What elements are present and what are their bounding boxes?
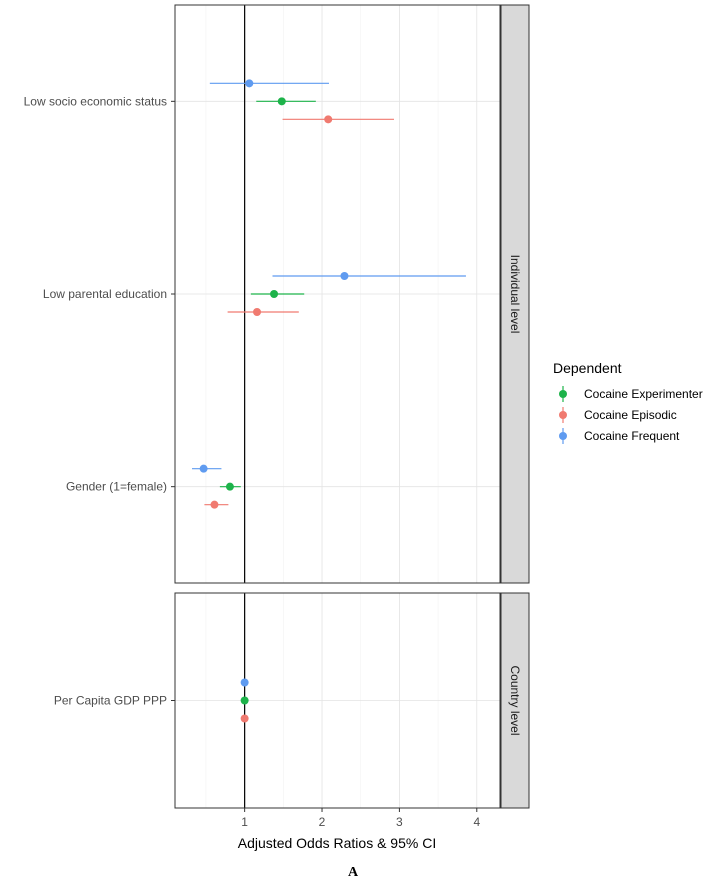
y-tick-label: Gender (1=female) bbox=[66, 480, 167, 494]
x-tick-label: 2 bbox=[319, 815, 326, 829]
legend-item-experimenter: Cocaine Experimenter bbox=[559, 386, 703, 402]
legend-item-episodic: Cocaine Episodic bbox=[559, 407, 677, 423]
point-episodic bbox=[240, 714, 249, 723]
strip-label: Individual level bbox=[508, 255, 522, 334]
point-frequent bbox=[199, 464, 208, 473]
y-tick-label: Low socio economic status bbox=[24, 94, 167, 108]
point-experimenter bbox=[277, 97, 286, 106]
point-episodic bbox=[253, 308, 262, 316]
y-tick-label: Per Capita GDP PPP bbox=[54, 694, 167, 708]
legend-label: Cocaine Frequent bbox=[584, 429, 680, 443]
legend-title: Dependent bbox=[553, 360, 622, 376]
panel-1: Individual level Low socio economic statu… bbox=[24, 4, 530, 584]
point-frequent bbox=[245, 79, 254, 88]
y-tick-label: Low parental education bbox=[43, 287, 167, 301]
legend-label: Cocaine Experimenter bbox=[584, 387, 703, 401]
x-tick-label: 1 bbox=[241, 815, 248, 829]
panel-2: Country level Per Capita GDP PPP bbox=[54, 592, 530, 809]
x-axis: 1 2 3 4 bbox=[241, 808, 480, 829]
point-frequent bbox=[340, 272, 349, 280]
figure-label: A bbox=[348, 865, 359, 880]
point-episodic bbox=[324, 115, 333, 124]
x-tick-label: 3 bbox=[396, 815, 403, 829]
point-experimenter bbox=[225, 482, 234, 491]
strip-label: Country level bbox=[508, 665, 522, 735]
point-episodic bbox=[210, 500, 219, 509]
strip-background bbox=[500, 4, 530, 584]
legend-key-point bbox=[559, 390, 567, 398]
point-experimenter bbox=[240, 696, 249, 705]
x-axis-title: Adjusted Odds Ratios & 95% CI bbox=[238, 835, 436, 851]
legend-key-point bbox=[559, 411, 567, 419]
legend-label: Cocaine Episodic bbox=[584, 408, 677, 422]
point-experimenter bbox=[270, 290, 279, 298]
legend-key-point bbox=[559, 432, 567, 440]
legend: Dependent Cocaine Experimenter Cocaine Ep… bbox=[553, 360, 703, 444]
strip-background bbox=[500, 592, 530, 809]
x-tick-label: 4 bbox=[473, 815, 480, 829]
legend-item-frequent: Cocaine Frequent bbox=[559, 428, 680, 444]
point-frequent bbox=[240, 678, 249, 687]
panels: Individual level Low socio economic statu… bbox=[24, 4, 530, 809]
